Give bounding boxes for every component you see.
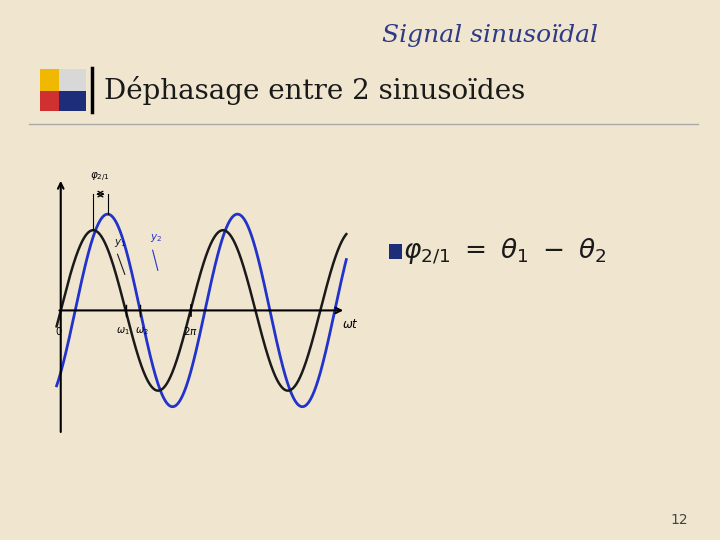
Text: $\omega_1$: $\omega_1$ [116,325,130,336]
Text: $\omega_2$: $\omega_2$ [135,325,149,336]
Text: 12: 12 [670,512,688,526]
Text: $\varphi_{2/1}\ =\ \theta_1\ -\ \theta_2$: $\varphi_{2/1}\ =\ \theta_1\ -\ \theta_2… [403,236,607,266]
Text: $y_2$: $y_2$ [150,232,162,244]
Text: Signal sinusoïdal: Signal sinusoïdal [382,24,598,48]
Text: Déphasage entre 2 sinusoïdes: Déphasage entre 2 sinusoïdes [104,76,526,105]
Text: $y_1$: $y_1$ [114,237,127,248]
Text: $2\pi$: $2\pi$ [183,325,198,337]
Text: $0$: $0$ [55,325,63,337]
Text: $\omega t$: $\omega t$ [342,319,359,332]
Text: $\varphi_{2/1}$: $\varphi_{2/1}$ [91,171,110,185]
